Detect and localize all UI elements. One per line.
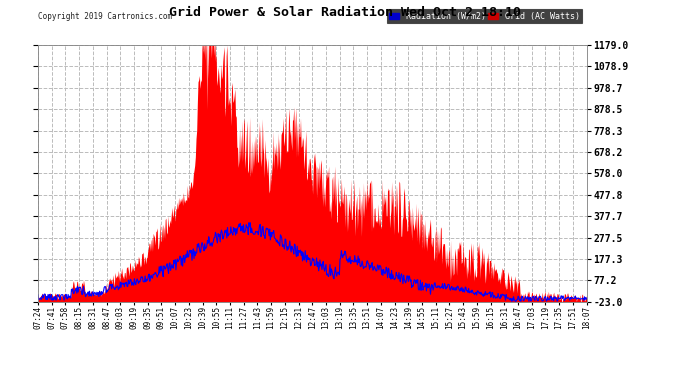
Legend: Radiation (W/m2), Grid (AC Watts): Radiation (W/m2), Grid (AC Watts) <box>386 9 582 23</box>
Text: Copyright 2019 Cartronics.com: Copyright 2019 Cartronics.com <box>38 12 172 21</box>
Text: Grid Power & Solar Radiation Wed Oct 2 18:10: Grid Power & Solar Radiation Wed Oct 2 1… <box>169 6 521 19</box>
